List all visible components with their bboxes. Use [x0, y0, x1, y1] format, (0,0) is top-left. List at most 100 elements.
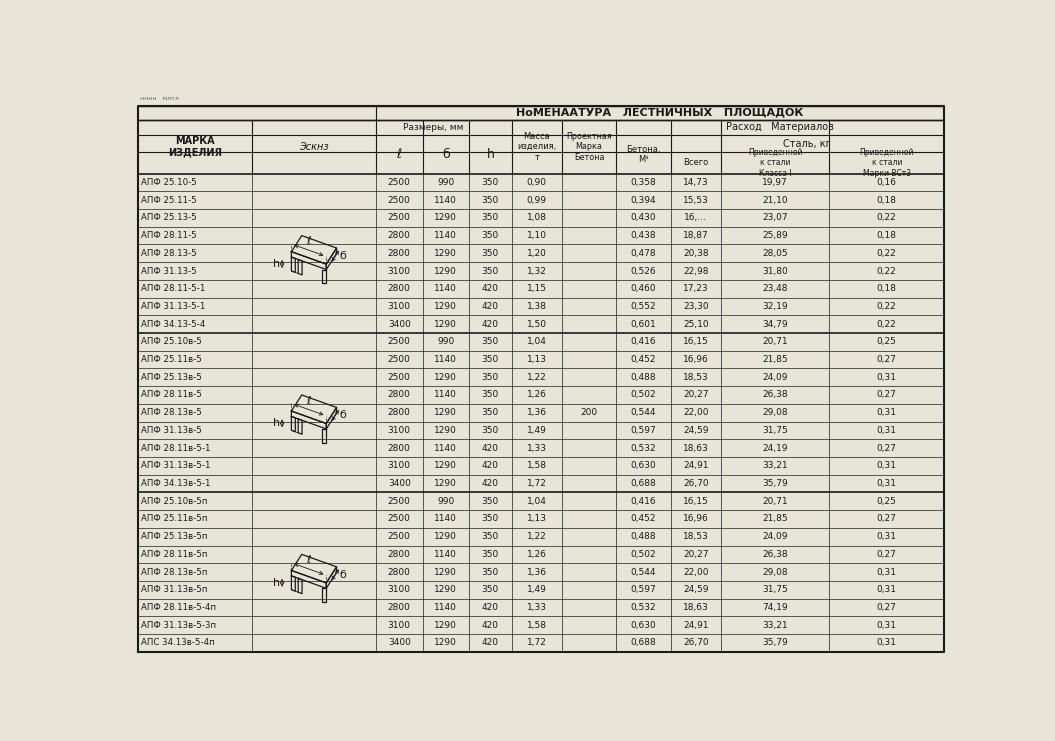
Text: 0,532: 0,532 [631, 603, 656, 612]
Text: 32,19: 32,19 [763, 302, 788, 311]
Text: 24,91: 24,91 [683, 462, 709, 471]
Text: ℓ: ℓ [397, 148, 402, 161]
Text: 0,597: 0,597 [631, 585, 656, 594]
Text: 2800: 2800 [388, 603, 410, 612]
Text: 1290: 1290 [435, 621, 457, 630]
Text: АПФ 25.13в-5: АПФ 25.13в-5 [141, 373, 203, 382]
Text: 2500: 2500 [388, 178, 410, 187]
Text: 1290: 1290 [435, 373, 457, 382]
Text: Проектная
Марка
Бетона: Проектная Марка Бетона [567, 132, 612, 162]
Text: 420: 420 [482, 603, 499, 612]
Text: 1,22: 1,22 [526, 532, 546, 541]
Text: 1,36: 1,36 [526, 568, 546, 576]
Text: 0,31: 0,31 [877, 621, 897, 630]
Text: 24,59: 24,59 [683, 426, 709, 435]
Text: 0,22: 0,22 [877, 302, 897, 311]
Text: б: б [340, 570, 346, 580]
Text: АПФ 31.13-5: АПФ 31.13-5 [141, 267, 197, 276]
Text: 22,98: 22,98 [683, 267, 709, 276]
Text: 1,72: 1,72 [526, 479, 546, 488]
Text: 24,59: 24,59 [683, 585, 709, 594]
Text: 3100: 3100 [388, 585, 410, 594]
Text: 0,416: 0,416 [631, 496, 656, 506]
Text: 24,09: 24,09 [763, 373, 788, 382]
Text: 420: 420 [482, 621, 499, 630]
Text: 0,688: 0,688 [631, 639, 656, 648]
Text: АПФ 28.13в-5п: АПФ 28.13в-5п [141, 568, 208, 576]
Text: 1290: 1290 [435, 267, 457, 276]
Text: 1,04: 1,04 [526, 496, 546, 506]
Text: 3100: 3100 [388, 426, 410, 435]
Text: АПС 34.13в-5-4п: АПС 34.13в-5-4п [141, 639, 215, 648]
Text: 1290: 1290 [435, 213, 457, 222]
Text: 1,32: 1,32 [526, 267, 546, 276]
Text: 26,70: 26,70 [683, 639, 709, 648]
Text: 990: 990 [437, 178, 455, 187]
Text: 18,63: 18,63 [683, 603, 709, 612]
Text: АПФ 25.10-5: АПФ 25.10-5 [141, 178, 197, 187]
Text: 0,526: 0,526 [631, 267, 656, 276]
Text: 18,53: 18,53 [683, 373, 709, 382]
Text: 2800: 2800 [388, 249, 410, 258]
Text: 0,18: 0,18 [877, 196, 897, 205]
Text: 1140: 1140 [435, 391, 457, 399]
Text: 0,438: 0,438 [631, 231, 656, 240]
Text: Всего: Всего [683, 159, 708, 167]
Text: 0,27: 0,27 [877, 355, 897, 364]
Text: 0,630: 0,630 [631, 621, 656, 630]
Text: 200: 200 [580, 408, 598, 417]
Text: 1140: 1140 [435, 603, 457, 612]
Text: 3100: 3100 [388, 302, 410, 311]
Text: АПФ 28.11в-5п: АПФ 28.11в-5п [141, 550, 208, 559]
Text: 2800: 2800 [388, 568, 410, 576]
Text: 420: 420 [482, 319, 499, 329]
Text: 2800: 2800 [388, 408, 410, 417]
Text: 20,27: 20,27 [683, 550, 709, 559]
Text: АПФ 25.10в-5п: АПФ 25.10в-5п [141, 496, 208, 506]
Text: 1140: 1140 [435, 550, 457, 559]
Text: АПФ 28.11-5-1: АПФ 28.11-5-1 [141, 285, 206, 293]
Text: 1140: 1140 [435, 444, 457, 453]
Text: 0,27: 0,27 [877, 603, 897, 612]
Text: 18,87: 18,87 [683, 231, 709, 240]
Text: 0,488: 0,488 [631, 532, 656, 541]
Text: ℓ: ℓ [307, 396, 311, 406]
Text: 1140: 1140 [435, 355, 457, 364]
Text: 1140: 1140 [435, 231, 457, 240]
Text: АПФ 28.11в-5-1: АПФ 28.11в-5-1 [141, 444, 211, 453]
Text: 16,15: 16,15 [683, 496, 709, 506]
Text: Приведенной
к стали
Марки ВСт3: Приведенной к стали Марки ВСт3 [860, 148, 914, 178]
Text: 1290: 1290 [435, 479, 457, 488]
Text: 18,53: 18,53 [683, 532, 709, 541]
Text: 3100: 3100 [388, 462, 410, 471]
Text: 2800: 2800 [388, 231, 410, 240]
Text: 350: 350 [482, 196, 499, 205]
Text: 0,18: 0,18 [877, 231, 897, 240]
Text: 0,22: 0,22 [877, 267, 897, 276]
Text: 350: 350 [482, 267, 499, 276]
Text: 0,502: 0,502 [631, 391, 656, 399]
Text: 350: 350 [482, 568, 499, 576]
Text: 0,31: 0,31 [877, 426, 897, 435]
Text: 0,488: 0,488 [631, 373, 656, 382]
Text: 1290: 1290 [435, 532, 457, 541]
Text: АПФ 25.11-5: АПФ 25.11-5 [141, 196, 197, 205]
Text: 24,91: 24,91 [683, 621, 709, 630]
Text: 350: 350 [482, 585, 499, 594]
Text: 1,38: 1,38 [526, 302, 546, 311]
Text: 350: 350 [482, 249, 499, 258]
Text: 0,478: 0,478 [631, 249, 656, 258]
Text: 74,19: 74,19 [763, 603, 788, 612]
Text: 350: 350 [482, 355, 499, 364]
Text: 0,16: 0,16 [877, 178, 897, 187]
Text: 350: 350 [482, 426, 499, 435]
Text: 1,22: 1,22 [526, 373, 546, 382]
Text: Эскнз: Эскнз [300, 142, 329, 152]
Text: 2800: 2800 [388, 391, 410, 399]
Text: 0,452: 0,452 [631, 514, 656, 523]
Text: Масса
изделия,
т: Масса изделия, т [517, 132, 556, 162]
Text: 420: 420 [482, 462, 499, 471]
Text: 33,21: 33,21 [763, 621, 788, 630]
Text: 2500: 2500 [388, 355, 410, 364]
Text: 0,25: 0,25 [877, 496, 897, 506]
